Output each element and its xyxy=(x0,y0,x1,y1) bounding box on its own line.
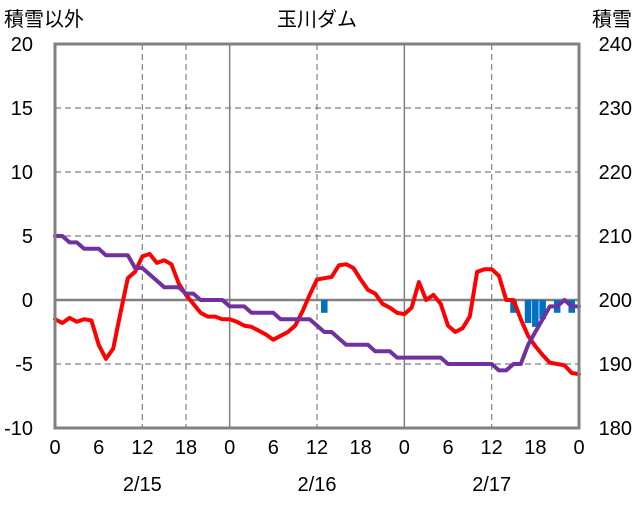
series-lines xyxy=(53,234,581,377)
x-tick-label: 0 xyxy=(224,437,235,459)
chart-title: 玉川ダム xyxy=(277,8,357,31)
right-tick-label: 180 xyxy=(599,418,632,440)
date-labels: 2/15 2/16 2/17 xyxy=(123,474,511,496)
x-tick-label: 0 xyxy=(399,437,410,459)
right-tick-label: 190 xyxy=(599,354,632,376)
right-tick-label: 230 xyxy=(599,98,632,120)
x-tick-label: 18 xyxy=(350,437,372,459)
precipitation-bar xyxy=(532,300,539,327)
x-tick-label: 6 xyxy=(268,437,279,459)
precipitation-bar xyxy=(510,300,517,313)
x-tick-label: 12 xyxy=(306,437,328,459)
precipitation-bar xyxy=(539,300,546,320)
date-label: 2/16 xyxy=(298,474,337,496)
snow-depth-line xyxy=(53,234,581,373)
left-tick-labels: -10 -5 0 5 10 15 20 xyxy=(4,34,33,440)
left-tick-label: 10 xyxy=(11,162,33,184)
x-tick-label: 18 xyxy=(175,437,197,459)
right-tick-label: 220 xyxy=(599,162,632,184)
x-tick-label: 12 xyxy=(131,437,153,459)
date-label: 2/17 xyxy=(472,474,511,496)
x-tick-label: 18 xyxy=(524,437,546,459)
left-tick-label: 15 xyxy=(11,98,33,120)
right-tick-label: 200 xyxy=(599,290,632,312)
date-label: 2/15 xyxy=(123,474,162,496)
x-tick-label: 6 xyxy=(93,437,104,459)
dashed-gridlines xyxy=(55,44,579,428)
left-tick-label: -5 xyxy=(15,354,33,376)
x-tick-label: 12 xyxy=(481,437,503,459)
left-tick-label: -10 xyxy=(4,418,33,440)
right-tick-labels: 180 190 200 210 220 230 240 xyxy=(599,34,632,440)
left-tick-label: 5 xyxy=(22,226,33,248)
temperature-line xyxy=(53,251,581,377)
x-tick-label: 0 xyxy=(49,437,60,459)
solid-gridlines xyxy=(55,44,579,428)
precipitation-bar xyxy=(321,300,328,313)
left-tick-label: 20 xyxy=(11,34,33,56)
left-axis-label: 積雪以外 xyxy=(4,8,84,31)
x-tick-label: 6 xyxy=(442,437,453,459)
right-tick-label: 240 xyxy=(599,34,632,56)
right-axis-label: 積雪 xyxy=(592,8,632,31)
plot-frame xyxy=(53,42,581,430)
precipitation-bar xyxy=(524,300,532,324)
left-tick-label: 0 xyxy=(22,290,33,312)
right-tick-label: 210 xyxy=(599,226,632,248)
x-tick-label: 0 xyxy=(573,437,584,459)
x-tick-labels: 0 6 12 18 0 6 12 18 0 6 12 18 0 xyxy=(49,437,584,459)
